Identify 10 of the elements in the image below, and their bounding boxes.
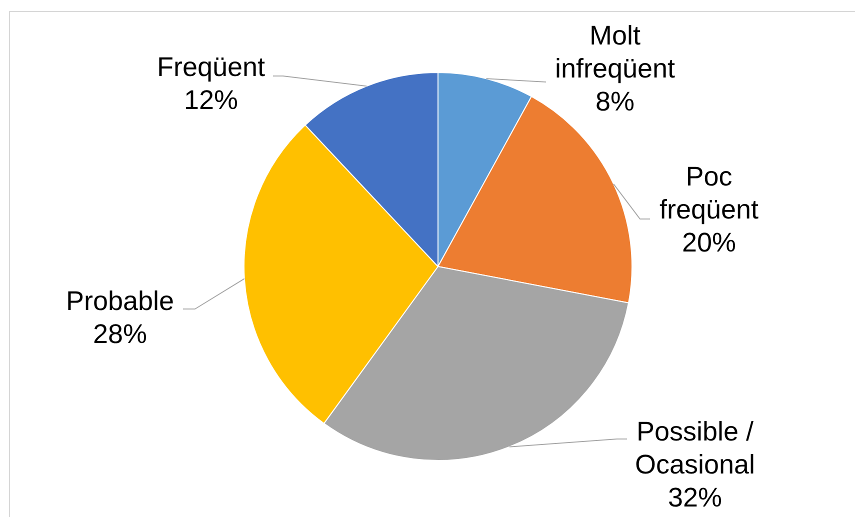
slice-label: Probable	[66, 286, 174, 316]
data-label: 8%	[595, 86, 635, 116]
data-label: 20%	[682, 228, 736, 258]
slice-label: Molt infreqüent	[554, 20, 676, 84]
slice-label: Freqüent	[156, 52, 266, 82]
data-label: 28%	[92, 319, 148, 349]
slice-label: Possible / Ocasional	[634, 416, 756, 480]
slice-label: Poc freqüent	[659, 162, 760, 224]
data-label: 32%	[668, 482, 722, 512]
data-label: 12%	[184, 85, 238, 115]
